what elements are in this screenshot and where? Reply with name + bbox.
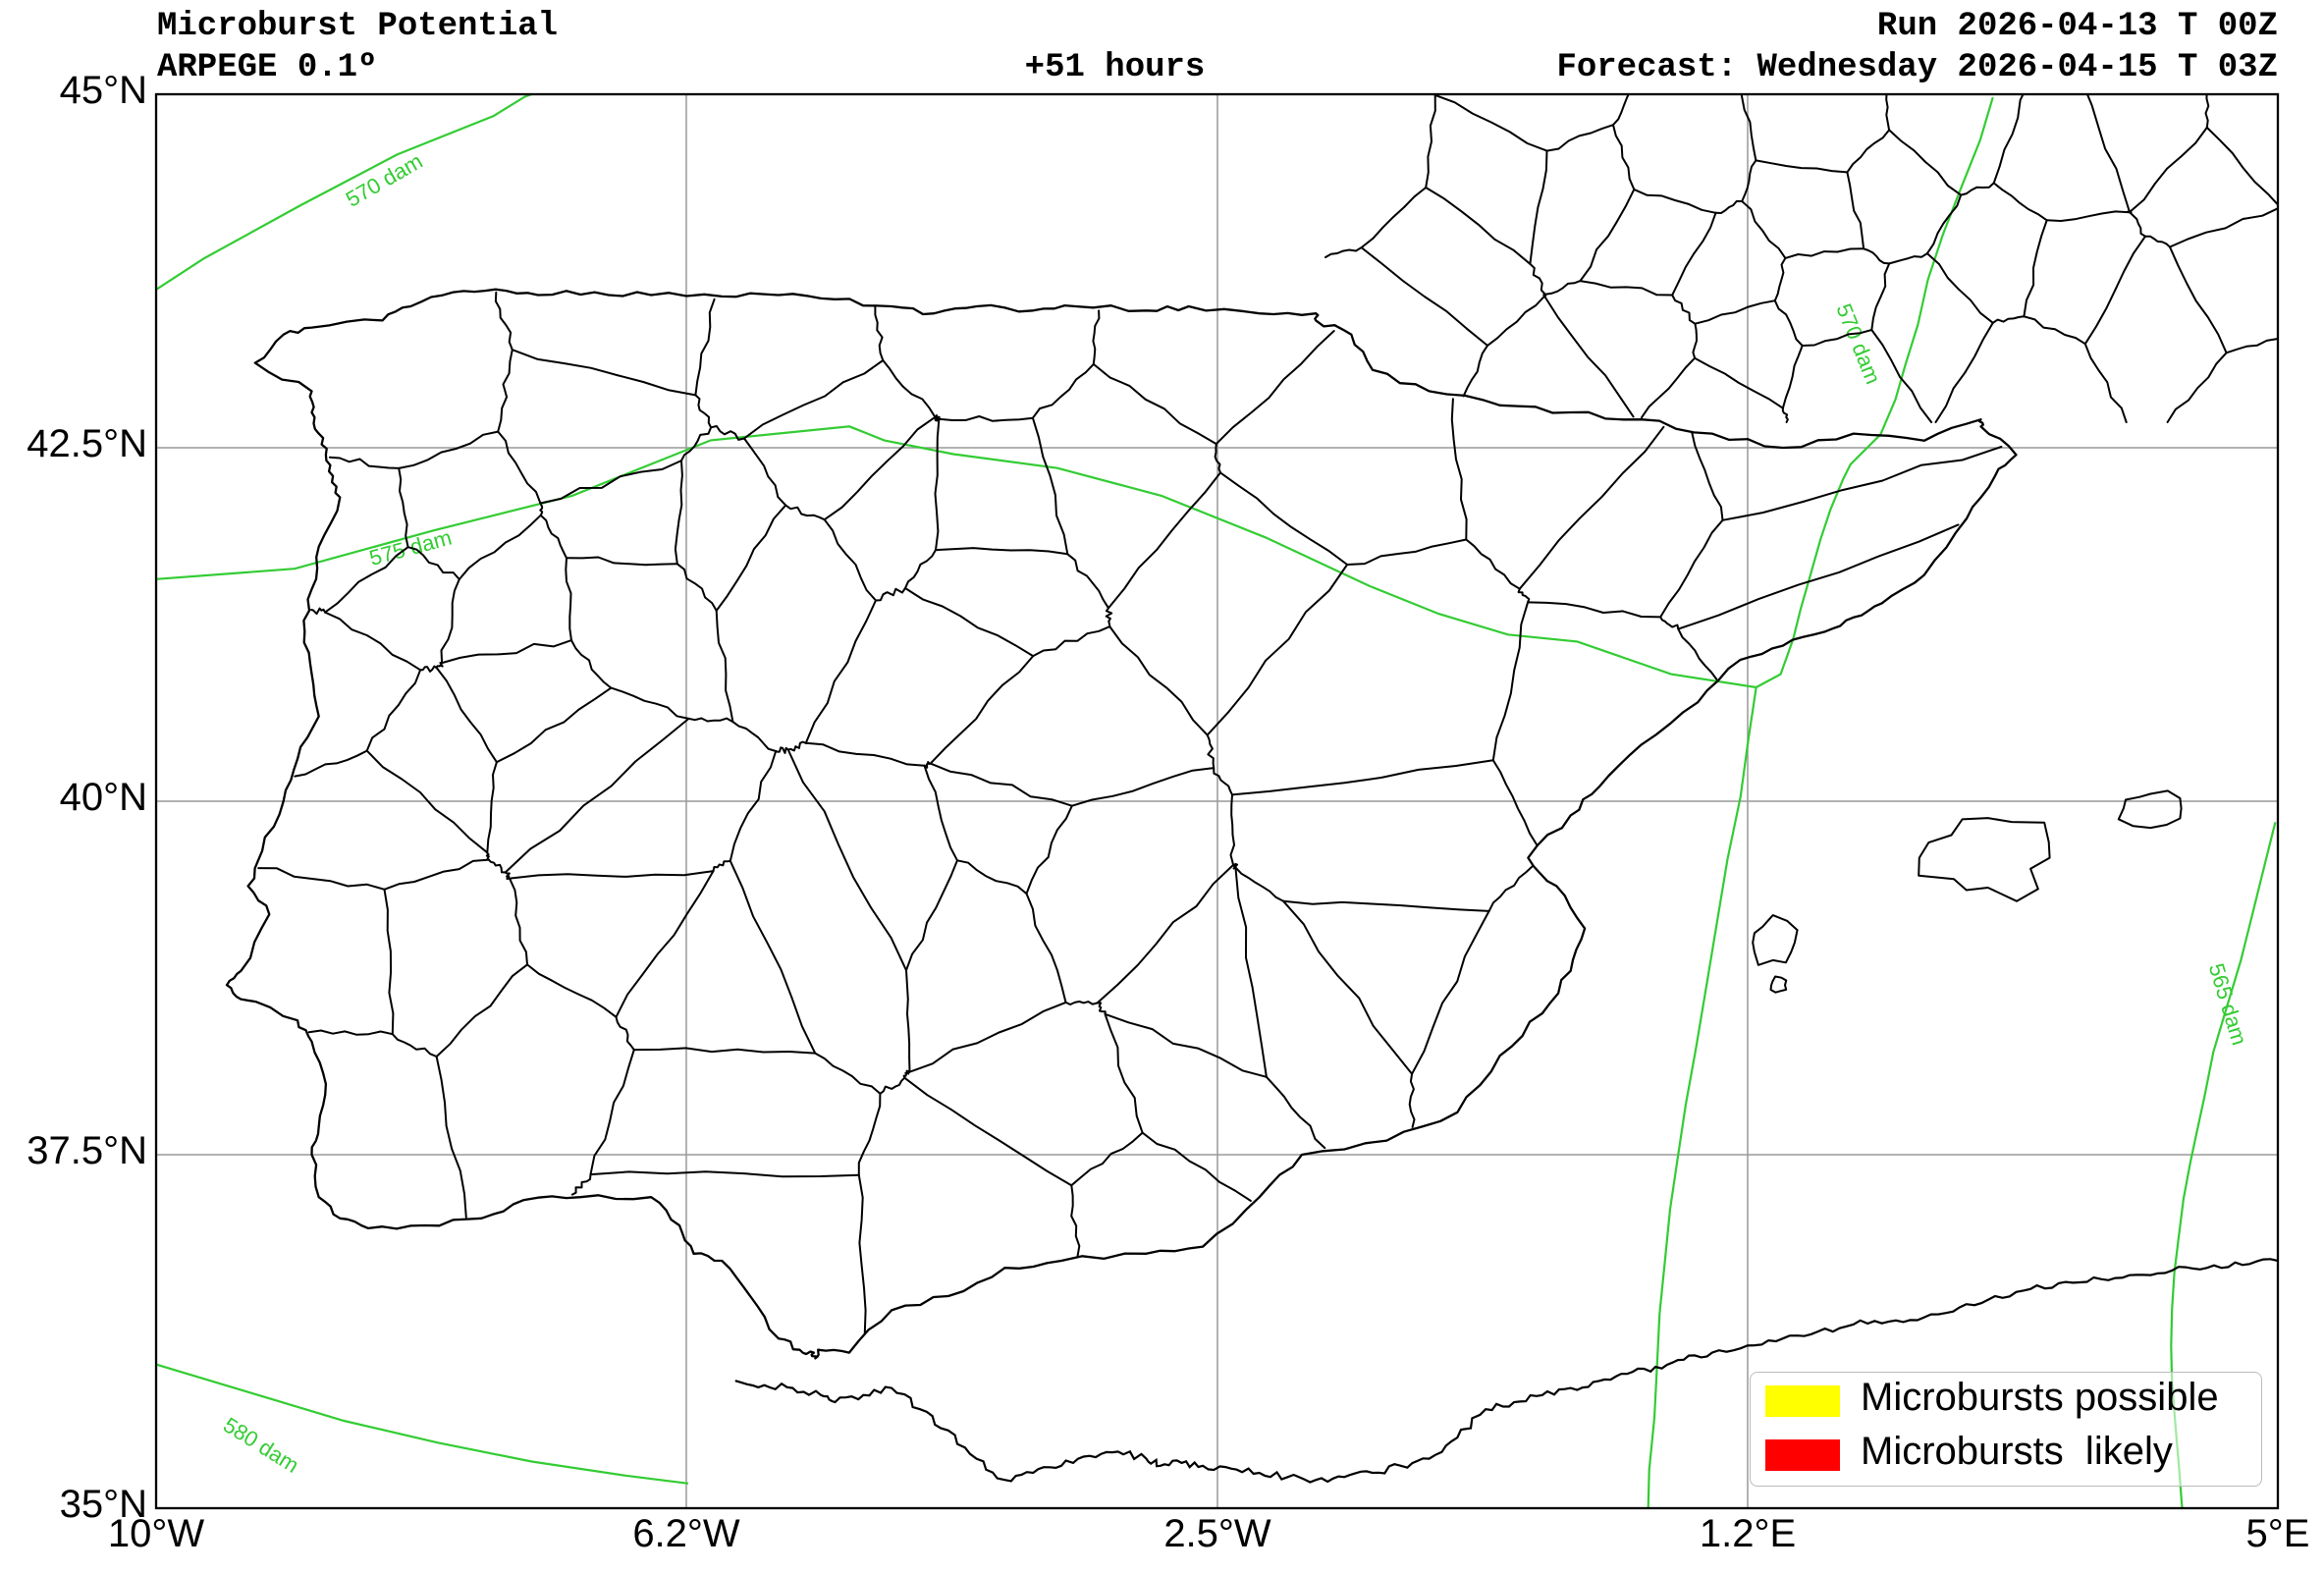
svg-text:565 dam: 565 dam (2204, 960, 2252, 1048)
svg-text:570 dam: 570 dam (342, 148, 427, 211)
svg-text:570 dam: 570 dam (1831, 300, 1885, 388)
svg-text:580 dam: 580 dam (219, 1412, 303, 1478)
